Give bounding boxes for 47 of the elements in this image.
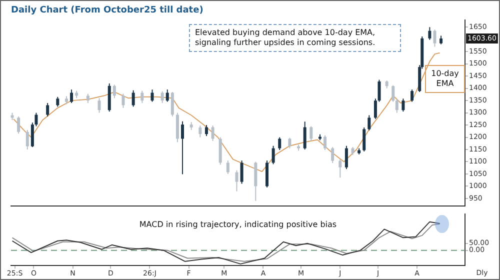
annotation: MACD in rising trajectory, indicating positive bias	[138, 220, 338, 230]
candlestick	[122, 93, 125, 108]
candlestick	[331, 146, 334, 164]
candlestick	[362, 126, 366, 152]
candlestick	[310, 126, 313, 142]
candlestick	[218, 136, 222, 166]
candlestick	[140, 90, 144, 104]
candlestick	[433, 29, 436, 48]
candlestick	[303, 121, 306, 150]
candlestick	[402, 98, 405, 112]
series-label: 10-day EMA	[425, 64, 465, 93]
candlestick	[160, 90, 164, 104]
candlestick	[211, 125, 214, 142]
chart-title: Daily Chart (From October25 till date)	[11, 6, 204, 16]
candlestick	[410, 89, 414, 102]
candlestick	[338, 158, 342, 178]
candlestick	[254, 161, 258, 202]
candlestick	[170, 92, 174, 117]
candlestick	[344, 145, 348, 170]
candlestick	[166, 89, 169, 102]
candlestick	[324, 134, 327, 150]
candlestick	[26, 129, 29, 150]
candlestick	[98, 98, 101, 114]
candlestick	[17, 116, 20, 134]
candlestick	[70, 89, 74, 104]
annotation: Elevated buying demand above 10-day EMA, signaling further upsides in coming sessions.	[189, 24, 401, 52]
candlestick	[204, 124, 208, 137]
candlestick	[278, 136, 282, 150]
candlestick	[240, 160, 244, 184]
candlestick	[266, 160, 269, 188]
candlestick	[235, 170, 238, 192]
candlestick	[368, 114, 371, 131]
candlestick	[176, 112, 179, 143]
candlestick	[46, 102, 50, 117]
candlestick	[181, 120, 184, 175]
candlestick	[226, 160, 230, 174]
candlestick	[392, 84, 395, 102]
candlestick	[395, 98, 398, 114]
candlestick	[272, 145, 275, 165]
candlestick	[56, 96, 60, 108]
candlestick	[112, 84, 116, 99]
candlestick	[132, 90, 135, 108]
candlestick	[150, 89, 154, 102]
candlestick	[198, 125, 202, 138]
candlestick	[428, 26, 432, 40]
candlestick	[288, 137, 292, 149]
candlestick	[86, 93, 90, 104]
